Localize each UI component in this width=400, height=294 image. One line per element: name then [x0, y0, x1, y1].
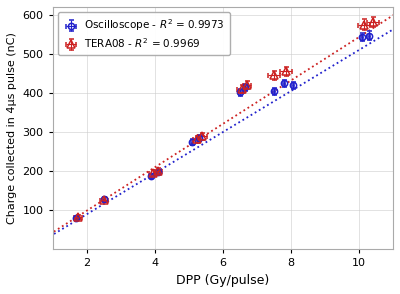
X-axis label: DPP (Gy/pulse): DPP (Gy/pulse) — [176, 274, 270, 287]
Legend: Oscilloscope - $R^2$ = 0.9973, TERA08 - $R^2$ = 0.9969: Oscilloscope - $R^2$ = 0.9973, TERA08 - … — [58, 12, 230, 55]
Y-axis label: Charge collected in 4μs pulse (nC): Charge collected in 4μs pulse (nC) — [7, 32, 17, 224]
